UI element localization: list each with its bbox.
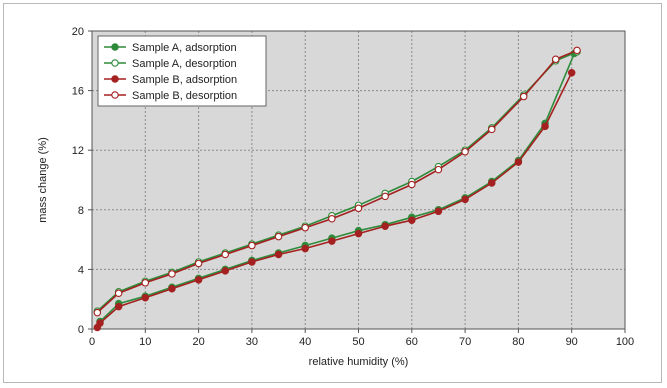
x-tick-label: 100 [616, 336, 634, 348]
data-point [567, 68, 576, 77]
data-point [168, 270, 176, 278]
x-tick-label: 80 [512, 336, 524, 348]
data-point [328, 237, 336, 245]
legend-swatch-marker [111, 75, 119, 83]
x-tick-label: 90 [566, 336, 578, 348]
data-point [551, 55, 560, 64]
legend-label: Sample A, adsorption [132, 42, 237, 54]
legend-swatch-marker [111, 91, 119, 99]
data-point [408, 180, 416, 189]
data-point [541, 122, 549, 131]
chart: 0 10 20 30 40 50 60 70 80 90 100 0 4 8 12 16 20 relative… [37, 26, 634, 368]
x-tick-label: 10 [139, 336, 151, 348]
data-point [434, 207, 443, 216]
axis-ticks: 0 10 20 30 40 50 60 70 80 90 100 0 4 8 12 16 20 [72, 26, 634, 348]
series-layer [93, 46, 581, 332]
data-point [354, 229, 363, 238]
data-point [114, 289, 123, 297]
data-point [461, 147, 469, 156]
data-point [354, 204, 363, 213]
legend-label: Sample B, desorption [132, 90, 237, 102]
data-point [274, 250, 283, 259]
data-point [301, 223, 309, 232]
data-point [96, 319, 104, 327]
x-tick-label: 60 [406, 336, 418, 348]
x-tick-label: 50 [352, 336, 364, 348]
legend-swatch-marker [111, 43, 119, 51]
data-point [221, 267, 230, 275]
legend: Sample A, adsorption Sample A, desorption… [97, 35, 267, 107]
data-point [114, 302, 123, 311]
data-point [221, 250, 230, 259]
legend-label: Sample A, desorption [132, 58, 237, 70]
y-tick-label: 16 [72, 86, 84, 98]
legend-swatch-marker [111, 59, 119, 67]
x-axis-label: relative humidity (%) [309, 356, 409, 368]
data-point [381, 222, 389, 230]
y-tick-label: 0 [78, 324, 84, 336]
x-tick-label: 20 [192, 336, 204, 348]
data-point [93, 308, 102, 317]
data-point [141, 293, 150, 302]
data-point [487, 179, 496, 187]
legend-item: Sample B, adsorption [104, 74, 237, 86]
data-point [194, 276, 203, 284]
y-tick-label: 12 [72, 145, 84, 157]
chart-frame: 0 10 20 30 40 50 60 70 80 90 100 0 4 8 12 16 20 relative… [3, 3, 662, 383]
data-point [461, 195, 469, 204]
data-point [328, 214, 336, 223]
y-tick-label: 4 [78, 264, 84, 276]
data-point [434, 165, 443, 174]
data-point [519, 92, 528, 101]
data-point [301, 244, 309, 253]
data-point [514, 158, 523, 166]
data-point [274, 232, 283, 241]
legend-item: Sample B, desorption [104, 90, 237, 102]
data-point [381, 192, 389, 201]
data-point [573, 46, 581, 55]
data-point [248, 241, 256, 250]
data-point [487, 125, 496, 134]
y-tick-label: 8 [78, 205, 84, 217]
data-point [141, 279, 150, 287]
legend-item: Sample A, desorption [104, 58, 237, 70]
series-4 [93, 46, 581, 317]
data-point [248, 258, 256, 266]
y-axis-label: mass change (%) [37, 137, 49, 223]
legend-label: Sample B, adsorption [132, 74, 237, 86]
x-tick-label: 40 [299, 336, 311, 348]
data-point [408, 216, 416, 224]
data-point [168, 285, 176, 293]
series-line [96, 72, 573, 328]
series-3 [93, 68, 576, 332]
y-tick-label: 20 [72, 26, 84, 38]
legend-item: Sample A, adsorption [104, 42, 237, 54]
x-tick-label: 70 [459, 336, 471, 348]
data-point [194, 259, 203, 268]
x-tick-label: 30 [246, 336, 258, 348]
x-tick-label: 0 [89, 336, 95, 348]
